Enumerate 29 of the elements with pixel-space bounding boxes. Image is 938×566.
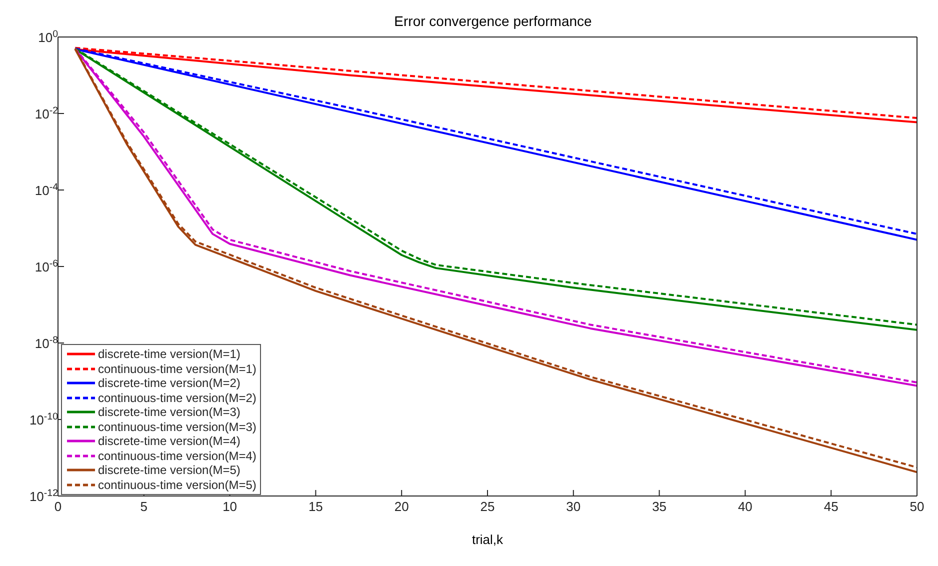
y-tick-label: 10$^{-6}$ (34, 258, 58, 274)
legend-label: continuous-time version(M=3) (98, 420, 256, 434)
x-tick-label: 15 (308, 499, 323, 514)
x-tick-label: 25 (480, 499, 495, 514)
y-tick-label: 10$^{-10}$ (29, 411, 59, 428)
y-tick-label: 10$^{-8}$ (34, 334, 58, 351)
y-tick-label: 10$^{-2}$ (34, 105, 58, 122)
legend-label: discrete-time version(M=2) (98, 376, 240, 390)
legend-label: discrete-time version(M=3) (98, 405, 240, 420)
x-tick-label: 0 (54, 499, 62, 514)
legend-label: continuous-time version(M=4) (98, 448, 256, 463)
x-tick-label: 40 (738, 499, 752, 514)
chart-title: Error convergence performance (394, 13, 592, 29)
legend-label: continuous-time version(M=1) (98, 362, 256, 376)
x-tick-label: 50 (910, 499, 924, 514)
legend-label: discrete-time version(M=1) (98, 347, 240, 362)
legend-label: discrete-time version(M=5) (98, 463, 240, 478)
y-tick-label: 10$^{0}$ (38, 28, 59, 45)
x-tick-label: 35 (652, 499, 667, 514)
y-tick-label: 10$^{-4}$ (34, 182, 59, 198)
legend-label: continuous-time version(M=5) (98, 478, 256, 492)
x-tick-label: 5 (140, 499, 148, 514)
x-axis-title: trial,k (472, 532, 504, 547)
x-tick-label: 20 (394, 499, 409, 514)
legend-label: continuous-time version(M=2) (98, 390, 256, 405)
x-tick-label: 30 (566, 499, 581, 514)
legend-label: discrete-time version(M=4) (98, 434, 240, 448)
x-tick-label: 10 (222, 499, 238, 514)
x-tick-label: 45 (824, 499, 838, 514)
